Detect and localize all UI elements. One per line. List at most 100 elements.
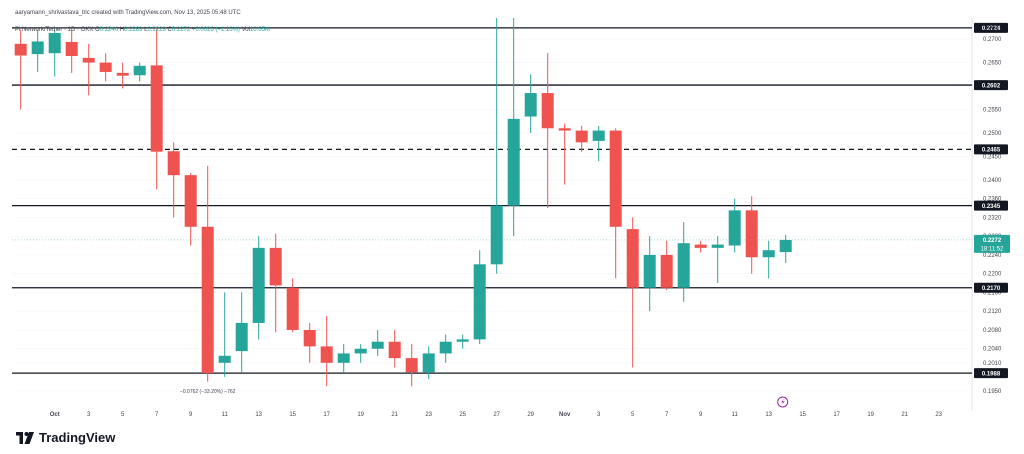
candle-body (99, 62, 112, 72)
y-tick-label: 0.2040 (983, 347, 1002, 353)
level-tag-0.2170 (974, 282, 1008, 293)
y-tick-label: 0.1950 (983, 389, 1002, 395)
candle-up (456, 334, 469, 349)
x-tick-label: 21 (391, 412, 398, 418)
candle-body (626, 229, 639, 288)
y-tick-label: 0.2080 (983, 328, 1002, 334)
level-tag-text: 0.1988 (982, 371, 1001, 377)
candle-up (337, 344, 350, 373)
level-tag-text: 0.2465 (982, 148, 1001, 154)
high-value: 0.2283 (124, 27, 143, 33)
candle-down (575, 125, 588, 152)
x-tick-label: 27 (493, 412, 500, 418)
y-tick-label: 0.2650 (983, 61, 1002, 67)
candle-up (677, 222, 690, 302)
level-tag-text: 0.2724 (982, 26, 1001, 32)
x-tick-label: 11 (732, 412, 739, 418)
candle-body (745, 210, 758, 258)
x-tick-label: 9 (189, 412, 193, 418)
candle-body (167, 151, 180, 176)
x-tick-label: 25 (459, 412, 466, 418)
level-tag-0.2724 (974, 22, 1008, 33)
candle-body (592, 130, 605, 141)
candle-body (133, 65, 146, 76)
open-value: 0.2246 (99, 27, 119, 33)
level-tag-text: 0.2345 (982, 204, 1001, 210)
candle-body (286, 287, 299, 330)
candle-body (728, 210, 741, 246)
candle-down (303, 322, 316, 363)
candle-down (405, 344, 418, 387)
candle-up (711, 236, 724, 284)
vol-value: 10.65M (249, 27, 270, 33)
last-price-tag (974, 234, 1010, 253)
candle-body (48, 33, 61, 54)
candle-body (507, 118, 520, 206)
candles (14, 18, 792, 387)
candle-up (779, 234, 792, 263)
candle-down (269, 233, 282, 333)
candle-down (609, 128, 622, 279)
candle-body (269, 247, 282, 286)
candle-body (116, 72, 129, 76)
candle-body (14, 43, 27, 56)
close-value: 0.2272 (171, 27, 191, 33)
candle-down (286, 278, 299, 333)
high-label: H (119, 27, 125, 33)
candle-down (14, 29, 27, 110)
candle-body (31, 41, 44, 55)
candle-up (643, 236, 656, 312)
level-tag-0.2345 (974, 200, 1008, 211)
candle-body (677, 243, 690, 288)
candle-body (762, 250, 775, 258)
bar-countdown: 18:11:52 (981, 246, 1005, 252)
level-tag-0.1988 (974, 368, 1008, 379)
x-tick-label: 7 (665, 412, 669, 418)
candle-body (558, 128, 571, 131)
candle-body (303, 329, 316, 347)
candle-body (643, 254, 656, 288)
candle-body (473, 264, 486, 340)
candle-down (99, 53, 112, 82)
symbol-name[interactable]: Pi Network/Tether · 1D · OKX (15, 27, 94, 33)
x-tick-label: 3 (597, 412, 601, 418)
candle-up (354, 344, 367, 363)
x-tick-label: 23 (935, 412, 942, 418)
x-tick-label: Nov (559, 412, 571, 418)
candle-body (150, 65, 163, 152)
tradingview-logo[interactable]: TradingView (16, 430, 115, 445)
candle-down (558, 123, 571, 185)
candle-up (439, 334, 452, 363)
candle-body (218, 355, 231, 363)
y-tick-label: 0.2160 (983, 290, 1002, 296)
candle-up (592, 125, 605, 162)
x-tick-label: 17 (833, 412, 840, 418)
time-axis[interactable]: Oct 3 5 7 9 11 13 15 17 19 21 23 25 27 29 Nov 3 5 7 9 11 13 15… (50, 412, 943, 418)
candle-down (201, 165, 214, 382)
candle-body (524, 93, 537, 117)
x-tick-label: Oct (50, 412, 60, 418)
candle-body (711, 244, 724, 248)
currency-label: USDT (983, 26, 1000, 32)
level-tag-text: 0.2602 (982, 83, 1001, 89)
candle-up (31, 29, 44, 72)
x-tick-label: 17 (323, 412, 330, 418)
candle-body (320, 346, 333, 363)
candle-down (388, 329, 401, 368)
x-tick-label: 13 (255, 412, 262, 418)
symbol-legend[interactable]: Pi Network/Tether · 1D · OKX O0.2246 H0.… (15, 27, 270, 33)
candle-up (48, 29, 61, 77)
annotations: −0.0762 (−33.20%) −762 (180, 389, 789, 408)
candle-up (422, 346, 435, 380)
candle-body (541, 93, 554, 129)
price-axis[interactable]: 0.27000.26500.26000.25500.25000.24500.24… (974, 22, 1010, 395)
candle-body (609, 130, 622, 227)
candle-body (235, 322, 248, 352)
x-tick-label: 13 (765, 412, 772, 418)
y-tick-label: 0.2010 (983, 361, 1002, 367)
x-tick-label: 19 (867, 412, 874, 418)
tradingview-logo-text: TradingView (39, 430, 116, 445)
candle-down (116, 62, 129, 89)
candle-body (337, 353, 350, 363)
